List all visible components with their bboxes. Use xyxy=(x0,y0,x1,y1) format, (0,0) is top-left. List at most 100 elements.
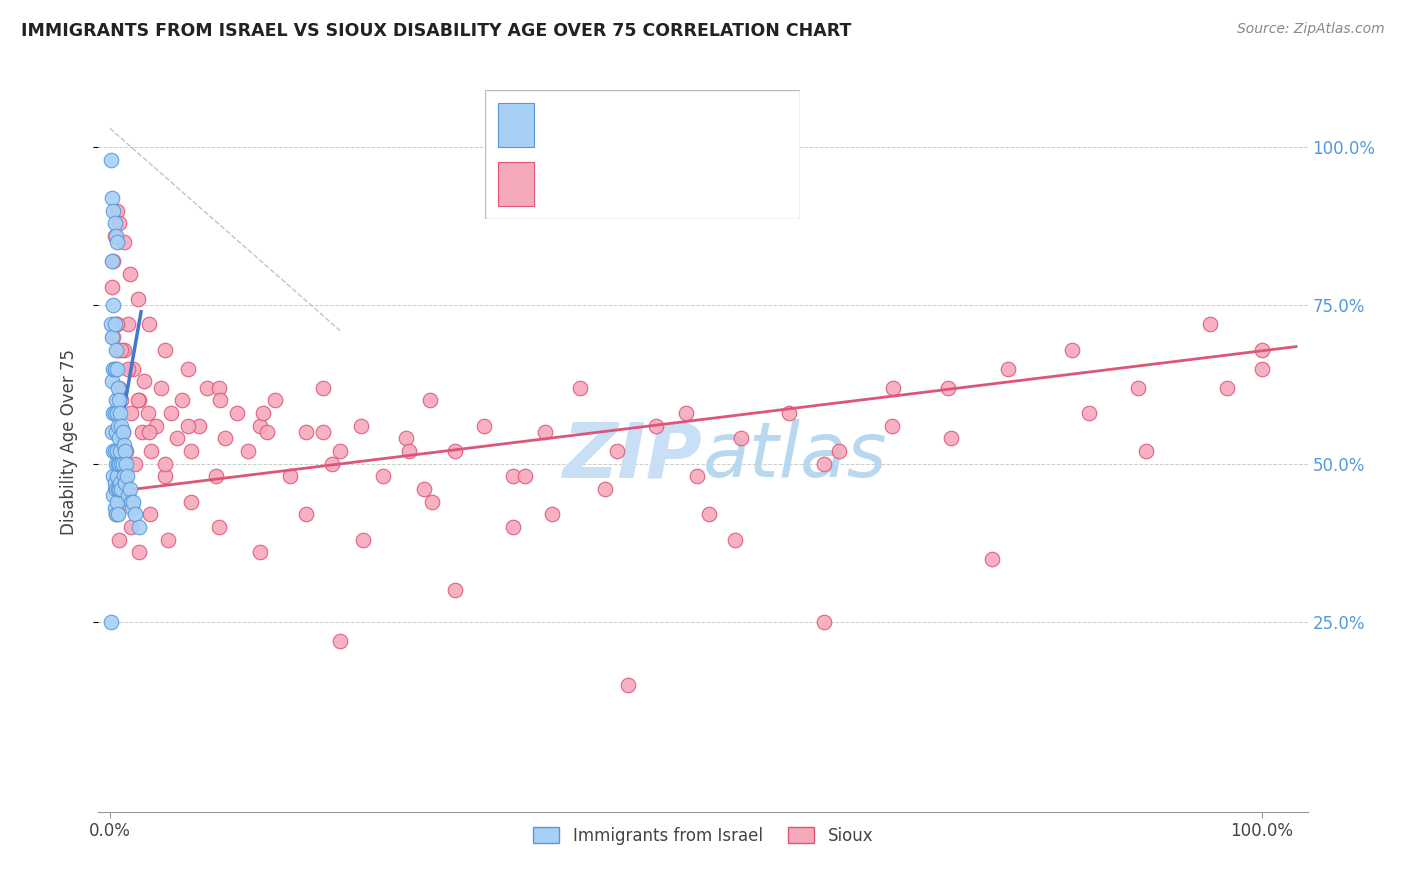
Point xyxy=(134,375,156,389)
Point xyxy=(321,457,343,471)
Point xyxy=(939,431,962,445)
Point xyxy=(105,406,128,420)
Point xyxy=(936,381,959,395)
Point xyxy=(103,330,125,344)
Point xyxy=(882,381,904,395)
Point xyxy=(312,381,335,395)
Text: atlas: atlas xyxy=(703,419,887,493)
Point xyxy=(100,318,122,332)
Point xyxy=(104,508,127,522)
Point xyxy=(444,444,467,458)
Point xyxy=(502,469,524,483)
Point xyxy=(108,457,131,471)
Point xyxy=(686,469,709,483)
Point xyxy=(104,457,127,471)
Point xyxy=(103,216,125,230)
Point xyxy=(111,425,134,439)
Point xyxy=(419,393,441,408)
Point xyxy=(422,494,444,508)
Point xyxy=(104,482,127,496)
Point xyxy=(128,520,150,534)
Point xyxy=(205,469,228,483)
Point xyxy=(101,375,124,389)
Point xyxy=(145,418,167,433)
Point xyxy=(127,292,149,306)
Point xyxy=(103,406,125,420)
Point xyxy=(541,508,564,522)
Point xyxy=(108,482,131,496)
Point xyxy=(103,500,125,515)
Point xyxy=(997,361,1019,376)
Point xyxy=(111,457,134,471)
Point xyxy=(107,418,129,433)
Point xyxy=(107,381,129,395)
Point xyxy=(101,279,124,293)
Point xyxy=(398,444,420,458)
Point xyxy=(444,583,467,598)
Point xyxy=(117,488,139,502)
Point xyxy=(606,444,628,458)
Point xyxy=(103,469,125,483)
Point xyxy=(236,444,259,458)
Point xyxy=(155,457,177,471)
Point xyxy=(724,533,747,547)
Point xyxy=(104,318,127,332)
Point xyxy=(568,381,591,395)
Point xyxy=(225,406,247,420)
Point xyxy=(350,418,373,433)
Text: Source: ZipAtlas.com: Source: ZipAtlas.com xyxy=(1237,22,1385,37)
Point xyxy=(593,482,616,496)
Point xyxy=(103,475,125,490)
Point xyxy=(413,482,436,496)
Point xyxy=(104,228,127,243)
Point xyxy=(160,406,183,420)
Point xyxy=(110,482,132,496)
Point xyxy=(103,361,125,376)
Point xyxy=(114,444,136,458)
Point xyxy=(208,520,231,534)
Point xyxy=(103,228,125,243)
Point xyxy=(180,444,202,458)
Point xyxy=(108,533,131,547)
Point xyxy=(138,425,160,439)
Point xyxy=(1077,406,1099,420)
Point xyxy=(110,393,132,408)
Point xyxy=(110,475,132,490)
Point xyxy=(127,393,149,408)
Point xyxy=(981,551,1004,566)
Point xyxy=(103,203,125,218)
Point xyxy=(155,469,177,483)
Point xyxy=(103,444,125,458)
Point xyxy=(187,418,209,433)
Point xyxy=(105,406,128,420)
Point xyxy=(472,418,495,433)
Point xyxy=(139,508,162,522)
Point xyxy=(131,425,153,439)
Point xyxy=(177,418,200,433)
Point xyxy=(502,520,524,534)
Point xyxy=(103,361,125,376)
Point xyxy=(675,406,697,420)
Point xyxy=(122,361,145,376)
Point xyxy=(115,469,138,483)
Point xyxy=(1128,381,1150,395)
Point xyxy=(697,508,720,522)
Point xyxy=(813,457,835,471)
Point xyxy=(136,406,159,420)
Point xyxy=(778,406,800,420)
Point xyxy=(107,482,129,496)
Point xyxy=(114,475,136,490)
Point xyxy=(166,431,188,445)
Point xyxy=(118,482,141,496)
Point xyxy=(104,508,127,522)
Point xyxy=(101,254,124,268)
Point xyxy=(195,381,218,395)
Point xyxy=(177,361,200,376)
Point xyxy=(101,330,124,344)
Point xyxy=(263,393,285,408)
Point xyxy=(141,444,163,458)
Point xyxy=(180,494,202,508)
Point xyxy=(352,533,374,547)
Point xyxy=(1250,361,1272,376)
Point xyxy=(112,343,135,357)
